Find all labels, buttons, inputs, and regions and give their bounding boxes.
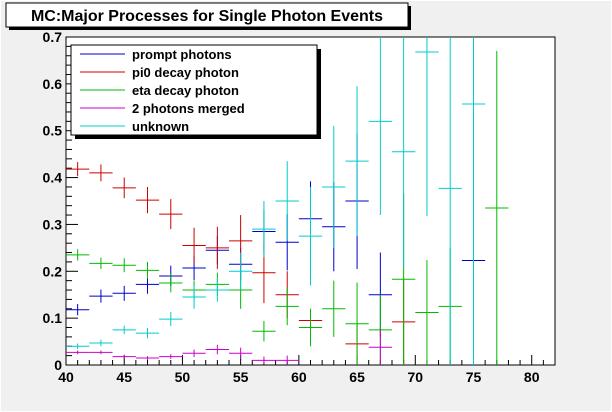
data-point bbox=[112, 177, 136, 199]
x-tick-label: 55 bbox=[233, 369, 249, 385]
data-point bbox=[182, 285, 206, 309]
data-point bbox=[112, 285, 136, 301]
legend-label: 2 photons merged bbox=[132, 101, 245, 116]
data-point bbox=[368, 329, 392, 365]
data-point bbox=[322, 126, 346, 248]
data-point bbox=[66, 249, 90, 261]
series-layer bbox=[66, 37, 509, 365]
legend: prompt photons pi0 decay photon eta decay … bbox=[80, 47, 245, 134]
y-tick-label: 0.5 bbox=[43, 123, 63, 139]
data-point bbox=[66, 162, 90, 177]
data-point bbox=[112, 258, 136, 273]
data-point bbox=[135, 186, 160, 214]
data-point bbox=[415, 37, 439, 216]
legend-label: unknown bbox=[132, 119, 189, 134]
x-tick-label: 50 bbox=[175, 369, 191, 385]
data-point bbox=[135, 327, 160, 339]
axes-group: 40 45 50 55 60 65 70 75 80 0 0.1 0.2 0.3 0.4 0.5 0.6 0.7 bbox=[43, 29, 556, 385]
data-point bbox=[275, 287, 299, 326]
legend-item: pi0 decay photon bbox=[80, 65, 239, 80]
data-point bbox=[159, 354, 183, 359]
x-tick-label: 80 bbox=[524, 369, 540, 385]
legend-item: 2 photons merged bbox=[80, 101, 245, 116]
y-tick-label: 0.1 bbox=[43, 310, 63, 326]
data-point bbox=[89, 257, 113, 269]
data-point bbox=[89, 350, 113, 355]
data-point bbox=[275, 355, 299, 365]
data-point bbox=[159, 199, 183, 230]
x-tick-label: 60 bbox=[291, 369, 307, 385]
x-tick-label: 75 bbox=[466, 369, 482, 385]
data-point bbox=[66, 343, 90, 350]
data-point bbox=[461, 37, 486, 365]
data-point bbox=[89, 164, 113, 182]
data-point bbox=[112, 325, 136, 335]
x-tick-label: 65 bbox=[349, 369, 365, 385]
data-point bbox=[345, 86, 369, 237]
data-point bbox=[66, 350, 90, 355]
data-point bbox=[135, 356, 160, 360]
data-point bbox=[252, 320, 276, 342]
series-2-photons-merged bbox=[66, 329, 392, 365]
y-tick-label: 0.7 bbox=[43, 29, 63, 45]
data-point bbox=[205, 278, 229, 302]
series-unknown bbox=[66, 37, 486, 365]
x-tick-label: 45 bbox=[116, 369, 132, 385]
y-tick-label: 0.6 bbox=[43, 76, 63, 92]
data-point bbox=[229, 252, 253, 291]
data-point bbox=[345, 282, 369, 365]
data-point bbox=[66, 304, 90, 316]
data-point bbox=[182, 349, 206, 358]
x-tick-label: 70 bbox=[407, 369, 423, 385]
data-point bbox=[298, 186, 323, 286]
y-tick-label: 0.4 bbox=[43, 170, 63, 186]
data-point bbox=[252, 356, 276, 365]
legend-item: eta decay photon bbox=[80, 83, 239, 98]
data-point bbox=[485, 51, 509, 365]
x-tick-label: 40 bbox=[58, 369, 74, 385]
data-point bbox=[415, 260, 439, 365]
data-point bbox=[438, 37, 462, 365]
y-tick-label: 0 bbox=[54, 357, 62, 373]
data-point bbox=[368, 37, 392, 216]
data-point bbox=[298, 308, 323, 347]
legend-item: prompt photons bbox=[80, 47, 232, 62]
data-point bbox=[112, 354, 136, 359]
data-point bbox=[89, 339, 113, 347]
legend-label: eta decay photon bbox=[132, 83, 239, 98]
data-point bbox=[159, 312, 183, 327]
data-point bbox=[205, 226, 229, 269]
legend-label: prompt photons bbox=[132, 47, 232, 62]
title-box bbox=[5, 2, 409, 28]
data-point bbox=[205, 344, 229, 355]
data-point bbox=[275, 161, 299, 241]
data-point bbox=[229, 347, 253, 359]
data-point bbox=[135, 261, 160, 279]
y-tick-label: 0.2 bbox=[43, 263, 63, 279]
data-point bbox=[322, 280, 346, 337]
data-point bbox=[182, 227, 206, 264]
legend-label: pi0 decay photon bbox=[132, 65, 239, 80]
data-point bbox=[392, 37, 416, 267]
chart-title: MC:Major Processes for Single Photon Eve… bbox=[31, 8, 383, 25]
data-point bbox=[159, 273, 183, 293]
data-point bbox=[252, 201, 276, 258]
y-tick-label: 0.3 bbox=[43, 216, 63, 232]
legend-item: unknown bbox=[80, 119, 189, 134]
data-point bbox=[89, 289, 113, 303]
